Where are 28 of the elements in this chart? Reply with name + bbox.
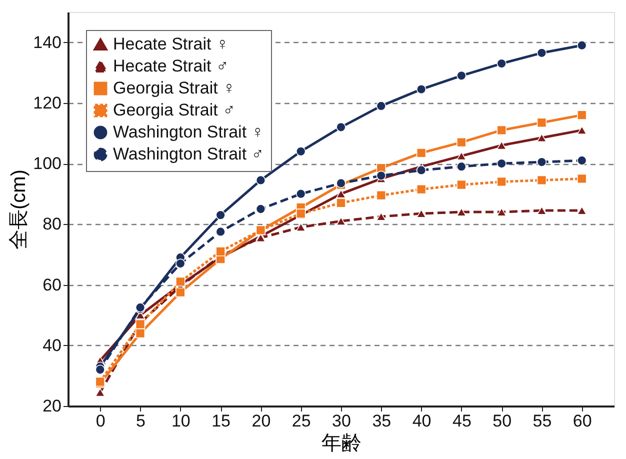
y-tick-label: 60 — [42, 275, 62, 294]
x-tick-label: 60 — [572, 412, 592, 430]
y-tick-label: 20 — [42, 396, 62, 416]
legend-label: Washington Strait ♀ — [113, 122, 264, 142]
y-axis-title: 全長(cm) — [8, 170, 30, 250]
legend-label: Washington Strait ♂ — [113, 144, 264, 164]
x-tick-label: 35 — [372, 412, 392, 430]
x-axis-title: 年齢 — [322, 432, 362, 454]
legend-label: Hecate Strait ♀ — [113, 34, 229, 54]
x-tick-label: 30 — [332, 412, 351, 430]
x-tick-label: 0 — [96, 412, 106, 430]
y-tick-label: 80 — [42, 214, 62, 234]
legend-label: Hecate Strait ♂ — [113, 56, 229, 76]
x-tick-label: 5 — [136, 412, 146, 430]
x-tick-label: 25 — [292, 412, 311, 430]
y-tick-label: 140 — [33, 32, 62, 52]
x-tick-label: 40 — [412, 412, 432, 430]
y-tick-label: 120 — [33, 93, 62, 112]
x-tick-label: 20 — [252, 412, 271, 430]
x-tick-label: 55 — [532, 412, 552, 430]
x-tick-label: 10 — [171, 412, 190, 430]
x-tick-label: 15 — [212, 412, 231, 430]
y-tick-label: 40 — [42, 336, 62, 355]
y-tick-label: 100 — [33, 154, 62, 174]
legend-label: Georgia Strait ♂ — [113, 100, 236, 120]
x-tick-label: 45 — [452, 412, 472, 430]
legend-label: Georgia Strait ♀ — [113, 78, 236, 98]
x-tick-label: 50 — [492, 412, 512, 430]
